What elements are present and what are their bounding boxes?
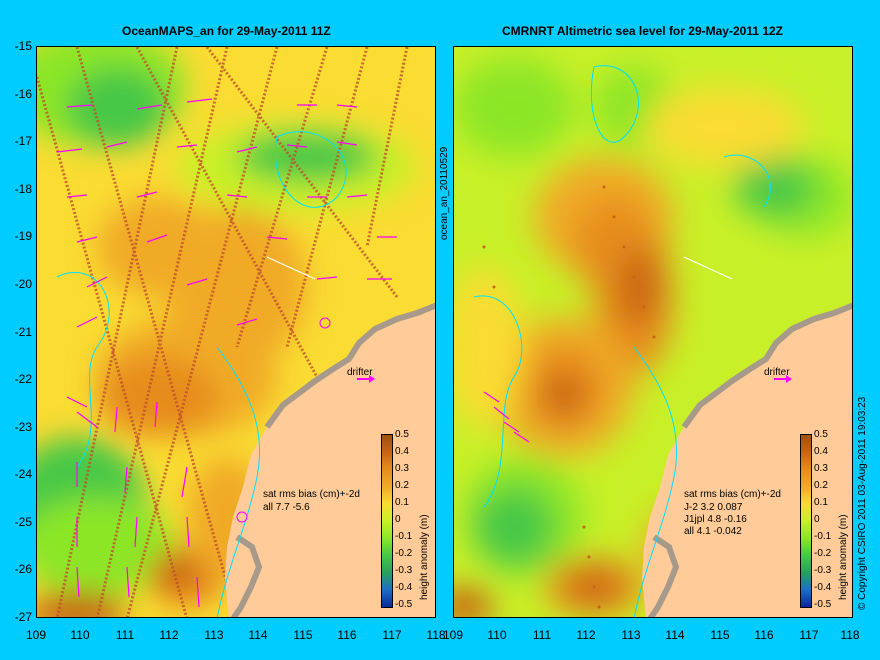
left-colorbar-label: height anomaly (m) — [419, 514, 430, 600]
right-stats-line-2: J-2 3.2 0.087 — [684, 502, 743, 513]
left-x-tick-label: 110 — [70, 628, 90, 642]
y-tick-label: -26 — [14, 562, 32, 576]
right-colorbar-tick: -0.3 — [814, 565, 832, 576]
left-anomaly-field — [37, 47, 417, 617]
left-colorbar-tick: 0.2 — [395, 480, 409, 491]
y-tick-label: -23 — [14, 420, 32, 434]
right-drifter-label: drifter — [764, 367, 790, 378]
right-map-panel: drifter sat rms bias (cm)+-2d J-2 3.2 0.… — [453, 46, 853, 618]
right-colorbar-tick: 0 — [814, 514, 820, 525]
left-map-title: OceanMAPS_an for 29-May-2011 11Z — [122, 24, 331, 38]
right-anomaly-field — [454, 57, 852, 617]
right-colorbar-tick: 0.5 — [814, 429, 828, 440]
right-colorbar-tick: 0.2 — [814, 480, 828, 491]
y-tick-label: -15 — [14, 39, 32, 53]
left-panel-side-label: ocean_an_20110529 — [439, 146, 450, 240]
y-tick-label: -21 — [14, 325, 32, 339]
left-x-tick-label: 115 — [293, 628, 313, 642]
right-stats-line-4: all 4.1 -0.042 — [684, 526, 742, 537]
left-stats-line-2: all 7.7 -5.6 — [263, 502, 310, 513]
right-x-tick-label: 109 — [442, 628, 464, 642]
left-colorbar — [381, 434, 393, 608]
right-x-tick-label: 112 — [576, 628, 596, 642]
left-map-canvas — [37, 47, 435, 617]
left-drifter-label: drifter — [347, 367, 373, 378]
right-x-tick-label: 114 — [665, 628, 685, 642]
left-colorbar-tick: 0.3 — [395, 463, 409, 474]
left-colorbar-tick: -0.3 — [395, 565, 413, 576]
left-colorbar-tick: 0.5 — [395, 429, 409, 440]
right-colorbar-tick: 0.3 — [814, 463, 828, 474]
right-x-tick-label: 116 — [754, 628, 774, 642]
left-x-tick-label: 118 — [426, 628, 446, 642]
right-colorbar-tick: 0.4 — [814, 446, 828, 457]
left-colorbar-tick: 0 — [395, 514, 401, 525]
right-colorbar-tick: -0.1 — [814, 531, 832, 542]
y-tick-label: -17 — [14, 134, 32, 148]
right-x-tick-label: 117 — [799, 628, 819, 642]
right-x-tick-label: 115 — [710, 628, 730, 642]
left-colorbar-tick: 0.1 — [395, 497, 409, 508]
left-colorbar-fill — [382, 435, 392, 607]
left-drifter-marker — [319, 317, 331, 329]
right-land-mass — [642, 305, 852, 617]
right-x-tick-label: 110 — [487, 628, 507, 642]
left-satellite-tracks — [37, 47, 409, 617]
right-stats-line-1: sat rms bias (cm)+-2d — [684, 489, 781, 500]
right-contours — [473, 65, 771, 617]
left-x-tick-label: 117 — [382, 628, 402, 642]
y-tick-label: -22 — [14, 372, 32, 386]
y-tick-label: -20 — [14, 277, 32, 291]
y-tick-label: -24 — [14, 467, 32, 481]
left-coastline — [264, 302, 435, 429]
right-current-arrows — [483, 391, 530, 443]
right-colorbar-fill — [801, 435, 811, 607]
right-coastline — [681, 302, 852, 429]
left-colorbar-tick: 0.4 — [395, 446, 409, 457]
right-colorbar-tick: -0.2 — [814, 548, 832, 559]
y-tick-label: -16 — [14, 87, 32, 101]
left-x-tick-label: 113 — [204, 628, 224, 642]
left-x-tick-label: 116 — [337, 628, 357, 642]
right-stats-line-3: J1jpl 4.8 -0.16 — [684, 514, 747, 525]
left-x-tick-label: 114 — [248, 628, 268, 642]
right-x-tick-label: 113 — [621, 628, 641, 642]
left-x-tick-label: 111 — [115, 628, 135, 642]
left-colorbar-tick: -0.1 — [395, 531, 413, 542]
right-x-tick-label: 118 — [840, 628, 860, 642]
left-colorbar-tick: -0.2 — [395, 548, 413, 559]
left-x-tick-label: 109 — [25, 628, 47, 642]
left-current-arrows — [56, 98, 397, 608]
left-contours — [56, 131, 347, 617]
right-x-tick-label: 111 — [532, 628, 552, 642]
right-track-points — [482, 185, 656, 609]
copyright-notice: © Copyright CSIRO 2011 03-Aug-2011 19:03… — [857, 396, 868, 610]
right-map-canvas — [454, 47, 852, 617]
left-colorbar-tick: -0.4 — [395, 582, 413, 593]
y-tick-label: -18 — [14, 182, 32, 196]
left-stats-line-1: sat rms bias (cm)+-2d — [263, 489, 360, 500]
y-tick-label: -19 — [14, 229, 32, 243]
right-colorbar — [800, 434, 812, 608]
left-colorbar-tick: -0.5 — [395, 599, 413, 610]
left-map-panel: drifter sat rms bias (cm)+-2d all 7.7 -5… — [36, 46, 436, 618]
y-tick-label: -25 — [14, 515, 32, 529]
right-colorbar-label: height anomaly (m) — [838, 514, 849, 600]
right-colorbar-tick: -0.4 — [814, 582, 832, 593]
right-colorbar-tick: -0.5 — [814, 599, 832, 610]
right-colorbar-tick: 0.1 — [814, 497, 828, 508]
left-x-tick-label: 112 — [159, 628, 179, 642]
y-tick-label: -27 — [14, 610, 32, 624]
right-map-title: CMRNRT Altimetric sea level for 29-May-2… — [502, 24, 783, 38]
